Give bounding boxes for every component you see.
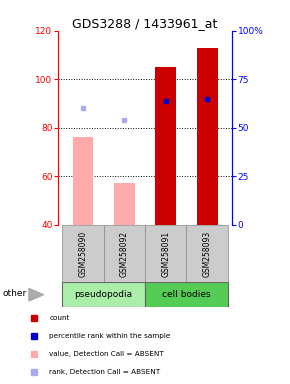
Text: percentile rank within the sample: percentile rank within the sample: [49, 333, 171, 339]
Bar: [145, 225, 186, 282]
Title: GDS3288 / 1433961_at: GDS3288 / 1433961_at: [72, 17, 218, 30]
Text: GSM258090: GSM258090: [78, 230, 87, 276]
Bar: [155, 67, 176, 225]
Text: cell bodies: cell bodies: [162, 290, 211, 299]
Text: rank, Detection Call = ABSENT: rank, Detection Call = ABSENT: [49, 369, 160, 374]
Bar: [197, 48, 218, 225]
Bar: [145, 282, 228, 307]
Text: GSM258093: GSM258093: [203, 230, 212, 276]
Text: GSM258092: GSM258092: [120, 230, 129, 276]
Bar: [62, 282, 145, 307]
Bar: [114, 184, 135, 225]
Text: other: other: [2, 289, 27, 298]
Text: count: count: [49, 315, 70, 321]
Bar: [72, 137, 93, 225]
Polygon shape: [29, 288, 44, 301]
Bar: [104, 225, 145, 282]
Bar: [186, 225, 228, 282]
Text: value, Detection Call = ABSENT: value, Detection Call = ABSENT: [49, 351, 164, 357]
Text: GSM258091: GSM258091: [161, 230, 170, 276]
Text: pseudopodia: pseudopodia: [75, 290, 133, 299]
Bar: [62, 225, 104, 282]
